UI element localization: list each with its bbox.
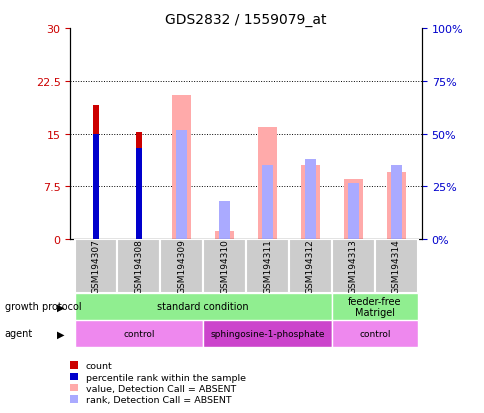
- Bar: [136, 133, 141, 240]
- Bar: [136, 149, 141, 240]
- Bar: [93, 106, 98, 240]
- Bar: [214, 231, 234, 240]
- Text: GSM194307: GSM194307: [91, 239, 100, 294]
- Text: GSM194313: GSM194313: [348, 239, 357, 294]
- Text: control: control: [358, 329, 390, 338]
- Text: GSM194310: GSM194310: [220, 239, 229, 294]
- Bar: [75, 240, 117, 293]
- Text: control: control: [123, 329, 154, 338]
- Text: GSM194308: GSM194308: [134, 239, 143, 294]
- Bar: [203, 320, 331, 347]
- Text: GSM194312: GSM194312: [305, 239, 314, 294]
- Bar: [262, 166, 272, 240]
- Bar: [203, 240, 245, 293]
- Text: GSM194309: GSM194309: [177, 239, 186, 294]
- Bar: [219, 202, 229, 240]
- Text: feeder-free
Matrigel: feeder-free Matrigel: [348, 296, 401, 318]
- Bar: [75, 293, 331, 320]
- Bar: [386, 173, 405, 240]
- Bar: [331, 240, 374, 293]
- Bar: [117, 240, 160, 293]
- Bar: [257, 127, 277, 240]
- Bar: [288, 240, 331, 293]
- Text: GSM194314: GSM194314: [391, 239, 400, 294]
- Bar: [300, 166, 319, 240]
- Bar: [331, 320, 417, 347]
- Title: GDS2832 / 1559079_at: GDS2832 / 1559079_at: [165, 12, 326, 26]
- Bar: [160, 240, 203, 293]
- Text: GSM194311: GSM194311: [262, 239, 272, 294]
- Legend: count, percentile rank within the sample, value, Detection Call = ABSENT, rank, : count, percentile rank within the sample…: [68, 359, 247, 406]
- Bar: [75, 320, 203, 347]
- Bar: [343, 180, 362, 240]
- Bar: [245, 240, 288, 293]
- Text: ▶: ▶: [57, 328, 64, 339]
- Text: standard condition: standard condition: [157, 301, 249, 312]
- Bar: [304, 159, 315, 240]
- Text: ▶: ▶: [57, 301, 64, 312]
- Bar: [347, 184, 358, 240]
- Bar: [374, 240, 417, 293]
- Bar: [93, 134, 98, 240]
- Text: growth protocol: growth protocol: [5, 301, 81, 312]
- Bar: [390, 166, 401, 240]
- Bar: [331, 293, 417, 320]
- Text: sphingosine-1-phosphate: sphingosine-1-phosphate: [210, 329, 324, 338]
- Bar: [176, 131, 187, 240]
- Text: agent: agent: [5, 328, 33, 339]
- Bar: [172, 96, 191, 240]
